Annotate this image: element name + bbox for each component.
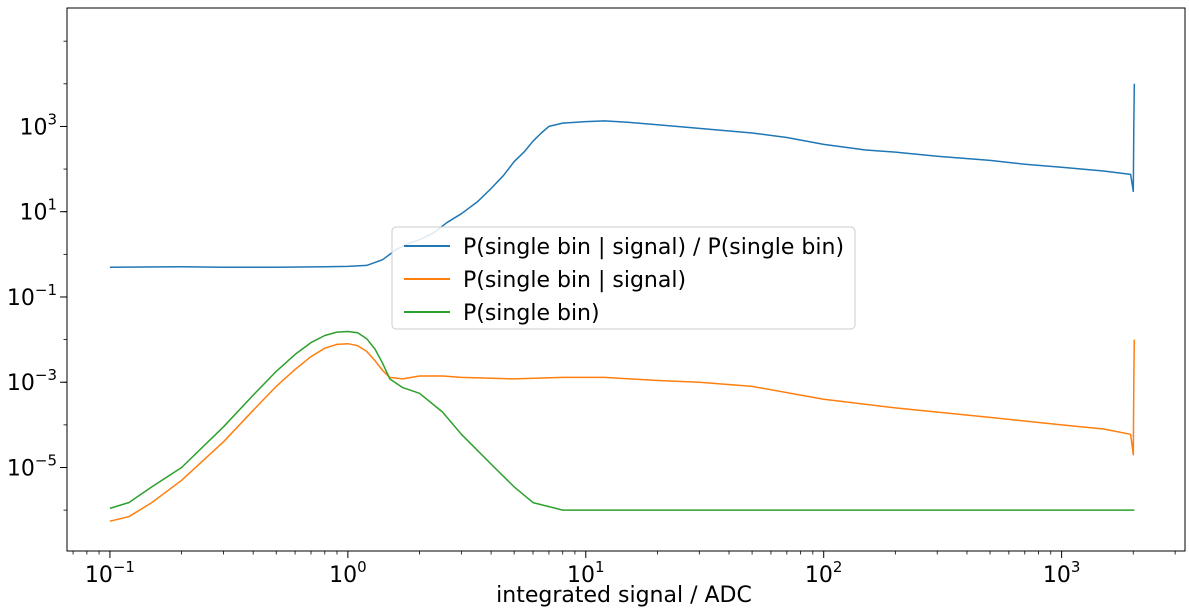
y-tick-label: 10−5 — [7, 451, 57, 481]
y-tick-label: 101 — [19, 196, 57, 226]
x-tick-label: 102 — [805, 558, 843, 588]
x-tick-label: 10−1 — [85, 558, 135, 588]
legend: P(single bin | signal) / P(single bin) P(… — [391, 226, 856, 330]
y-tick-label: 10−1 — [7, 281, 57, 311]
legend-box — [391, 226, 856, 330]
y-axis-ticks: 10−5 10−3 10−1 101 103 — [7, 40, 67, 511]
x-tick-label: 103 — [1043, 558, 1081, 588]
x-axis-label: integrated signal / ADC — [496, 583, 752, 608]
y-tick-label: 10−3 — [7, 366, 57, 396]
legend-label-3: P(single bin) — [463, 301, 600, 326]
legend-label-2: P(single bin | signal) — [463, 268, 686, 293]
plot-frame — [66, 7, 1186, 552]
series-layer — [109, 83, 1136, 522]
x-axis-ticks: 10−1 100 101 102 103 — [72, 551, 1176, 588]
legend-label-1: P(single bin | signal) / P(single bin) — [463, 235, 844, 260]
x-tick-label: 100 — [329, 558, 367, 588]
series-line-1 — [109, 83, 1136, 268]
series-line-3 — [109, 330, 1135, 511]
y-tick-label: 103 — [19, 110, 57, 140]
x-tick-label: 101 — [567, 558, 605, 588]
series-line-2 — [109, 339, 1136, 522]
